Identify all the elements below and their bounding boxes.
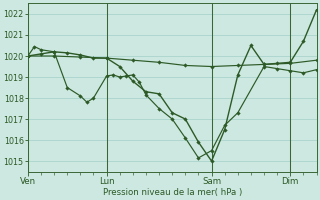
X-axis label: Pression niveau de la mer( hPa ): Pression niveau de la mer( hPa ) xyxy=(103,188,242,197)
